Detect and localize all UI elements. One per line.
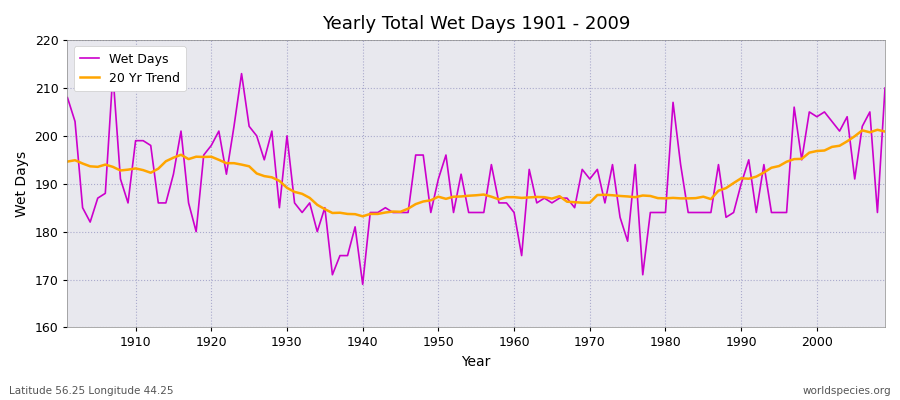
Wet Days xyxy=(62,95,73,100)
20 Yr Trend xyxy=(335,210,346,215)
20 Yr Trend xyxy=(62,159,73,164)
Y-axis label: Wet Days: Wet Days xyxy=(15,151,29,217)
Line: Wet Days: Wet Days xyxy=(68,74,885,284)
Wet Days xyxy=(357,282,368,287)
Wet Days xyxy=(517,253,527,258)
20 Yr Trend xyxy=(517,196,527,200)
Wet Days xyxy=(130,138,141,143)
Wet Days xyxy=(524,167,535,172)
X-axis label: Year: Year xyxy=(462,355,490,369)
Wet Days xyxy=(615,215,626,220)
Text: worldspecies.org: worldspecies.org xyxy=(803,386,891,396)
20 Yr Trend xyxy=(122,167,133,172)
20 Yr Trend xyxy=(289,190,300,194)
Title: Yearly Total Wet Days 1901 - 2009: Yearly Total Wet Days 1901 - 2009 xyxy=(322,15,630,33)
Legend: Wet Days, 20 Yr Trend: Wet Days, 20 Yr Trend xyxy=(74,46,186,91)
20 Yr Trend xyxy=(608,193,618,198)
Wet Days xyxy=(107,71,118,76)
Wet Days xyxy=(879,86,890,90)
20 Yr Trend xyxy=(872,127,883,132)
Wet Days xyxy=(342,253,353,258)
Line: 20 Yr Trend: 20 Yr Trend xyxy=(68,130,885,216)
20 Yr Trend xyxy=(357,214,368,219)
20 Yr Trend xyxy=(508,195,519,200)
Text: Latitude 56.25 Longitude 44.25: Latitude 56.25 Longitude 44.25 xyxy=(9,386,174,396)
Wet Days xyxy=(297,210,308,215)
20 Yr Trend xyxy=(879,129,890,134)
